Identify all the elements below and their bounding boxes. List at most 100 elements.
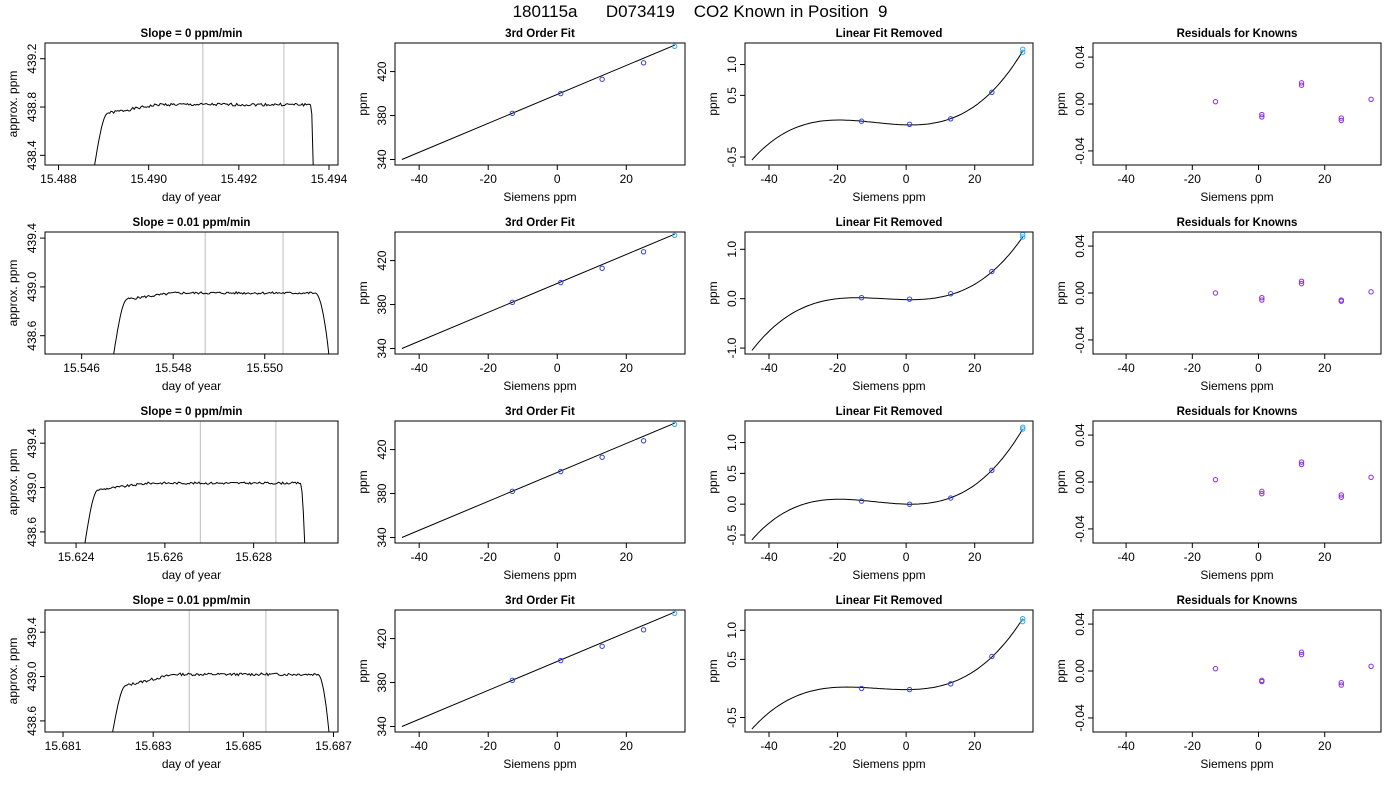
panel-title: Slope = 0.01 ppm/min: [133, 217, 251, 229]
data-point: [1298, 461, 1305, 468]
y-tick-label: 0.0: [725, 496, 739, 513]
plot-frame: [1092, 231, 1382, 355]
y-axis-label: approx. ppm: [6, 638, 20, 705]
panel-title: 3rd Order Fit: [505, 217, 575, 229]
chart-panel-5: 15.546 15.548 15.550 438.6 439.0 439.4 Slope =…: [6, 217, 339, 393]
cubic-fit-curve: [751, 236, 1024, 351]
fit-line: [401, 233, 675, 349]
chart-panel-7: -40 -20 0 20 -1.0 0.0 1.0 Linear Fit Removed Sie…: [706, 217, 1034, 393]
data-point: [1298, 80, 1305, 86]
x-tick-label: 15.624: [58, 550, 95, 564]
y-tick-label: -0.04: [1073, 326, 1087, 354]
fit-line: [401, 44, 675, 160]
data-point: [1259, 491, 1265, 497]
data-point: [989, 653, 995, 660]
chart-panel-4: -40 -20 0 20 -0.04 0.00 0.04 Residuals for Know…: [1054, 28, 1382, 204]
y-tick-label: 340: [375, 716, 389, 736]
fit-line: [401, 422, 675, 538]
data-point: [906, 686, 913, 693]
x-tick-label: 20: [1318, 739, 1332, 753]
y-axis-label: ppm: [1054, 659, 1068, 682]
data-point: [948, 681, 954, 687]
plot-frame: [744, 420, 1034, 544]
panel-title: Residuals for Knowns: [1177, 406, 1298, 418]
y-tick-label: 438.8: [25, 92, 39, 122]
data-point: [1020, 618, 1026, 625]
data-point: [1338, 492, 1344, 498]
data-point: [1212, 665, 1219, 672]
data-point: [671, 421, 678, 427]
x-tick-label: 0: [1255, 550, 1262, 564]
y-tick-label: -0.04: [1073, 137, 1087, 165]
plot-frame: [394, 609, 686, 733]
x-tick-label: 20: [620, 550, 634, 564]
x-axis-label: day of year: [162, 757, 221, 771]
cubic-fit-curve: [751, 618, 1024, 730]
x-tick-label: -20: [480, 739, 498, 753]
x-axis-label: Siemens ppm: [503, 190, 576, 204]
data-point: [1259, 294, 1265, 301]
y-tick-label: 438.6: [25, 706, 39, 736]
y-tick-label: 420: [375, 61, 389, 81]
x-tick-label: -40: [410, 361, 428, 375]
data-point: [858, 498, 865, 504]
y-tick-label: 0.00: [1073, 281, 1087, 305]
x-tick-label: -20: [829, 550, 847, 564]
x-tick-label: -40: [410, 172, 428, 186]
x-tick-label: 20: [968, 361, 982, 375]
x-axis-label: day of year: [162, 568, 221, 582]
data-point: [1368, 663, 1374, 670]
y-tick-label: -0.04: [1073, 704, 1087, 732]
x-tick-label: -40: [760, 361, 778, 375]
y-tick-label: 0.0: [725, 290, 739, 307]
panel-title: 3rd Order Fit: [505, 28, 575, 40]
x-axis-label: Siemens ppm: [1200, 757, 1273, 771]
y-axis-label: ppm: [356, 92, 370, 115]
x-tick-label: -20: [1184, 739, 1202, 753]
data-point: [671, 610, 678, 616]
y-tick-label: 0.00: [1073, 659, 1087, 683]
panel-title: Slope = 0.01 ppm/min: [133, 595, 251, 607]
data-point: [640, 627, 647, 633]
y-axis-label: ppm: [706, 92, 720, 115]
x-tick-label: 15.685: [225, 739, 262, 753]
plot-frame: [44, 42, 339, 166]
chart-panel-6: -40 -20 0 20 340 380 420 3rd Order Fit Siemens p…: [356, 217, 686, 393]
data-point: [858, 294, 865, 301]
y-tick-label: -0.5: [725, 524, 739, 545]
data-point: [948, 116, 954, 122]
y-tick-label: 0.5: [725, 465, 739, 482]
data-point: [906, 296, 913, 302]
y-axis-label: ppm: [1054, 92, 1068, 115]
data-point: [1298, 280, 1305, 287]
x-axis-label: Siemens ppm: [1200, 568, 1273, 582]
concentration-trace: [94, 102, 314, 165]
chart-panel-3: -40 -20 0 20 -0.5 0.5 1.0 Linear Fit Removed Sie…: [706, 28, 1034, 204]
x-axis-label: Siemens ppm: [852, 379, 925, 393]
chart-panel-11: -40 -20 0 20 -0.5 0.0 0.5 1.0 Linear Fit Removed…: [706, 406, 1034, 582]
y-axis-label: ppm: [1054, 281, 1068, 304]
figure-title: 180115a D073419 CO2 Known in Position 9: [512, 2, 888, 21]
x-tick-label: 20: [620, 739, 634, 753]
concentration-trace: [112, 672, 330, 732]
y-tick-label: 438.6: [25, 320, 39, 350]
x-tick-label: 0: [1255, 172, 1262, 186]
chart-panel-2: -40 -20 0 20 340 380 420 3rd Order Fit Siemens p…: [356, 28, 686, 204]
y-tick-label: 439.4: [25, 428, 39, 458]
x-tick-label: 0: [1255, 739, 1262, 753]
data-point: [671, 232, 678, 238]
plot-frame: [744, 231, 1034, 355]
x-tick-label: 0: [903, 361, 910, 375]
x-tick-label: -40: [1117, 550, 1135, 564]
data-point: [1338, 682, 1344, 688]
data-point: [1020, 426, 1026, 432]
x-tick-label: -40: [1117, 739, 1135, 753]
x-tick-label: 15.546: [63, 361, 100, 375]
data-point: [1338, 117, 1344, 124]
y-tick-label: 1.0: [725, 241, 739, 258]
panel-title: Residuals for Knowns: [1177, 217, 1298, 229]
panel-title: 3rd Order Fit: [505, 406, 575, 418]
chart-panel-8: -40 -20 0 20 -0.04 0.00 0.04 Residuals for Know…: [1054, 217, 1382, 393]
data-point: [1298, 278, 1305, 284]
chart-panel-16: -40 -20 0 20 -0.04 0.00 0.04 Residuals for Know…: [1054, 595, 1382, 771]
